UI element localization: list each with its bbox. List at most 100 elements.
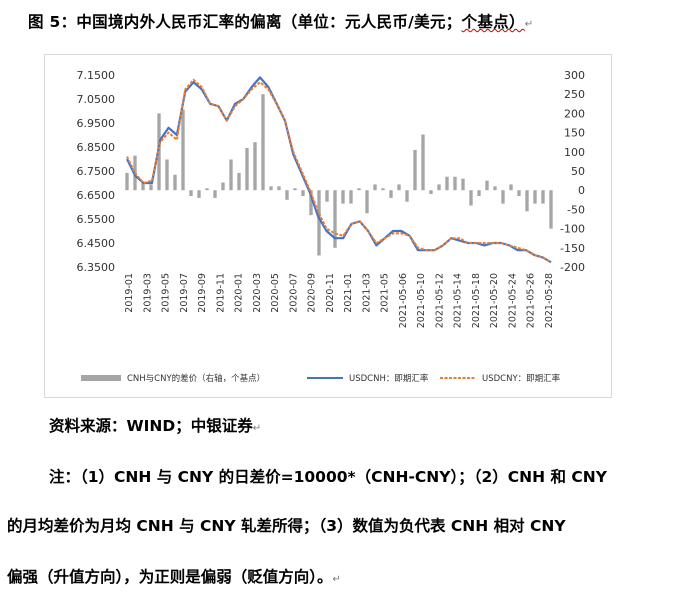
spread-bar [517, 190, 521, 196]
note-line-1: 注：（1）CNH 与 CNY 的日差价=10000*（CNH-CNY）；（2）C… [49, 468, 607, 486]
right-tick-label: -200 [560, 261, 585, 274]
spread-bar [245, 147, 249, 191]
x-tick-label: 2021-05-12 [434, 273, 445, 328]
spread-bar [445, 176, 449, 191]
spread-bar [541, 190, 545, 204]
spread-bar [277, 186, 281, 191]
exchange-rate-chart: 7.1500 7.0500 6.9500 6.8500 6.7500 6.6500 6.55… [77, 69, 586, 384]
spread-bar [533, 190, 537, 204]
return-mark-icon: ↵ [332, 574, 341, 585]
spread-bar [397, 184, 401, 191]
x-tick-label: 2021-05-18 [471, 273, 482, 328]
spread-bar [421, 134, 425, 191]
left-tick-label: 6.6500 [77, 189, 116, 202]
figure-title: 图 5：中国境内外人民币汇率的偏离（单位：元人民币/美元；个基点）↵ [28, 10, 533, 32]
legend: CNH与CNY的差价（右轴，个基点） USDCNH：即期汇率 USDCNY：即期汇率 [81, 373, 561, 384]
spread-bar [325, 190, 329, 202]
left-tick-label: 6.4500 [77, 237, 116, 250]
spread-bar [237, 172, 241, 191]
left-tick-label: 6.3500 [77, 261, 116, 274]
spread-bar [469, 190, 473, 206]
right-tick-label: 300 [564, 69, 585, 82]
x-tick-label: 2021-01 [343, 273, 354, 313]
right-tick-label: 250 [564, 88, 585, 101]
spread-bar [309, 190, 313, 216]
note-line-3: 偏强（升值方向），为正则是偏弱（贬值方向）。↵ [7, 565, 341, 587]
x-tick-label: 2019-03 [142, 273, 153, 313]
spread-bar [509, 184, 513, 191]
left-tick-label: 6.5500 [77, 213, 116, 226]
x-tick-label: 2021-05-14 [453, 273, 464, 328]
legend-label: CNH与CNY的差价（右轴，个基点） [127, 373, 265, 384]
x-tick-label: 2020-11 [325, 273, 336, 313]
x-tick-label: 2019-05 [161, 273, 172, 313]
note-line-2: 的月均差价为月均 CNH 与 CNY 轧差所得；（3）数值为负代表 CNH 相对… [7, 517, 566, 535]
right-tick-label: -50 [567, 203, 585, 216]
usdcny-line [126, 78, 552, 264]
x-axis: 2019-01 2019-03 2019-05 2019-07 2019-09 2019-… [124, 273, 555, 328]
x-tick-label: 2019-09 [197, 273, 208, 313]
legend-label: USDCNH：即期汇率 [349, 373, 429, 384]
left-tick-label: 6.8500 [77, 141, 116, 154]
x-tick-label: 2021-05-10 [416, 273, 427, 328]
spread-bar [149, 184, 153, 191]
spread-bar [365, 190, 369, 214]
spread-bar [493, 186, 497, 191]
spread-bar [525, 190, 529, 212]
left-tick-label: 6.9500 [77, 117, 116, 130]
right-tick-label: 0 [578, 184, 585, 197]
left-axis: 7.1500 7.0500 6.9500 6.8500 6.7500 6.6500 6.55… [77, 69, 116, 274]
x-tick-label: 2019-07 [179, 273, 190, 313]
x-tick-label: 2020-01 [234, 273, 245, 313]
x-tick-label: 2020-07 [288, 273, 299, 313]
x-tick-label: 2019-11 [215, 273, 226, 313]
legend-swatch-spread [81, 375, 121, 381]
x-tick-label: 2021-05-26 [526, 273, 537, 328]
spread-bar [181, 109, 185, 191]
spread-bars [125, 94, 553, 256]
source-text: 资料来源：WIND；中银证券 [49, 417, 253, 435]
spread-bar [485, 180, 489, 191]
spread-bar [197, 190, 201, 198]
x-tick-label: 2021-03 [361, 273, 372, 313]
usdcnh-line [126, 76, 552, 264]
spread-bar [389, 190, 393, 198]
x-tick-label: 2021-05-20 [489, 273, 500, 328]
spread-bar [173, 174, 177, 191]
right-axis: 300 250 200 150 100 50 0 -50 -100 -150 -200 [560, 69, 585, 274]
spread-bar [141, 182, 145, 191]
spread-bar [381, 188, 385, 191]
right-tick-label: 50 [571, 165, 585, 178]
spread-bar [349, 190, 353, 204]
return-mark-icon: ↵ [252, 423, 262, 434]
spread-bar [333, 190, 337, 248]
spread-bar [549, 190, 553, 229]
left-tick-label: 6.7500 [77, 165, 116, 178]
spread-bar [413, 149, 417, 191]
spread-bar [125, 172, 129, 191]
spread-bar [261, 94, 265, 191]
spread-bar [229, 159, 233, 191]
spread-bar [189, 190, 193, 196]
spread-bar [317, 190, 321, 256]
note-line-3-text: 偏强（升值方向），为正则是偏弱（贬值方向）。 [7, 568, 333, 586]
spread-bar [357, 188, 361, 191]
figure-title-unit: 个基点） [461, 13, 525, 31]
left-tick-label: 7.0500 [77, 93, 116, 106]
right-tick-label: 200 [564, 107, 585, 120]
x-tick-label: 2021-05-24 [507, 273, 518, 328]
rate-lines [126, 76, 552, 264]
spread-bar [437, 184, 441, 191]
spread-bar [221, 182, 225, 191]
spread-bar [461, 178, 465, 191]
x-tick-label: 2020-05 [270, 273, 281, 313]
spread-bar [477, 190, 481, 196]
x-tick-label: 2019-01 [124, 273, 135, 313]
spread-bar [453, 176, 457, 191]
return-mark-icon: ↵ [524, 19, 534, 30]
spread-bar [293, 188, 297, 191]
x-tick-label: 2020-09 [307, 273, 318, 313]
legend-label: USDCNY：即期汇率 [482, 373, 561, 384]
spread-bar [165, 159, 169, 191]
spread-bar [301, 190, 305, 196]
